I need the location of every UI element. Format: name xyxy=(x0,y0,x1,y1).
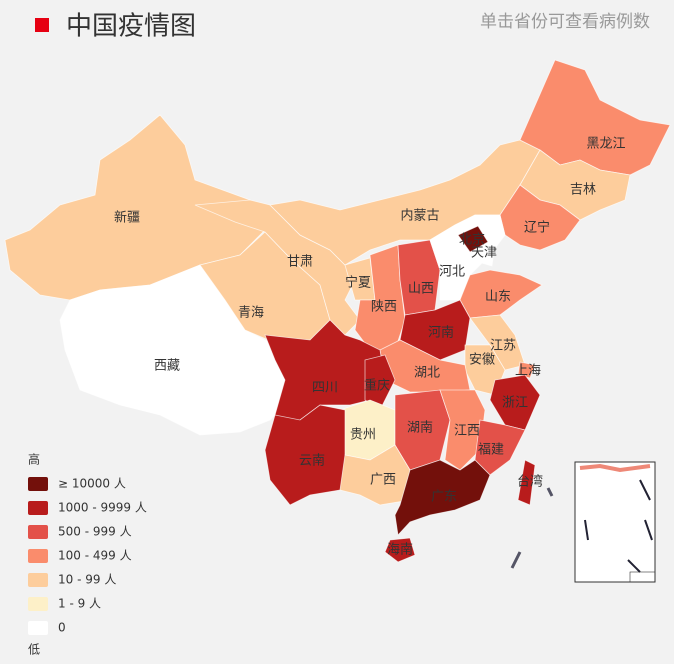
province-label: 福建 xyxy=(478,443,504,458)
province-label: 山西 xyxy=(408,282,434,297)
province-label: 广东 xyxy=(431,490,457,505)
legend-swatch xyxy=(28,477,48,491)
province-label: 上海 xyxy=(515,364,541,379)
province-label: 青海 xyxy=(238,306,264,321)
title: 中国疫情图 xyxy=(66,12,196,42)
province-label: 吉林 xyxy=(570,183,596,198)
province-label: 天津 xyxy=(471,246,497,261)
island-line xyxy=(510,487,554,569)
legend-label: 1000 - 9999 人 xyxy=(58,501,147,515)
province[interactable] xyxy=(379,339,471,393)
province-label: 北京 xyxy=(459,233,485,248)
province[interactable] xyxy=(364,354,396,411)
province-label: 四川 xyxy=(312,381,338,396)
province-label: 新疆 xyxy=(114,210,140,226)
province-label: 台湾 xyxy=(517,474,543,490)
legend-swatch xyxy=(28,525,48,539)
province-label: 重庆 xyxy=(364,378,390,394)
province[interactable] xyxy=(384,537,416,563)
legend: 高 低 ≥ 10000 人 1000 - 9999 人 500 - 999 人 100… xyxy=(28,452,147,657)
province[interactable] xyxy=(264,319,386,441)
province-label: 湖北 xyxy=(414,366,440,381)
legend-label: 1 - 9 人 xyxy=(58,597,101,611)
title-marker xyxy=(35,18,49,32)
province-label: 贵州 xyxy=(350,428,376,443)
province-label: 辽宁 xyxy=(524,220,550,236)
province-label: 湖南 xyxy=(407,420,433,436)
province-label: 浙江 xyxy=(502,396,528,411)
legend-label: ≥ 10000 人 xyxy=(58,477,126,491)
province-label: 甘肃 xyxy=(287,255,313,270)
province-label: 内蒙古 xyxy=(400,208,439,224)
province-label: 山东 xyxy=(485,290,511,305)
legend-swatch xyxy=(28,573,48,587)
province-label: 河南 xyxy=(428,325,454,341)
province-label: 西藏 xyxy=(154,359,180,374)
province-layer xyxy=(4,59,671,563)
legend-swatch xyxy=(28,597,48,611)
legend-label: 0 xyxy=(58,621,66,635)
province-label: 广西 xyxy=(370,473,396,488)
hint: 单击省份可查看病例数 xyxy=(480,12,650,32)
legend-swatch xyxy=(28,501,48,515)
legend-high: 高 xyxy=(28,452,40,467)
province-label: 宁夏 xyxy=(345,275,371,291)
legend-swatch xyxy=(28,549,48,563)
province[interactable] xyxy=(457,225,489,253)
province-label: 云南 xyxy=(299,453,325,469)
province[interactable] xyxy=(394,459,491,536)
province[interactable] xyxy=(439,389,486,471)
legend-label: 500 - 999 人 xyxy=(58,525,132,539)
province-label: 河北 xyxy=(439,265,465,280)
province[interactable] xyxy=(517,459,536,506)
province[interactable] xyxy=(499,184,581,251)
province-label: 陕西 xyxy=(371,300,397,315)
province-label: 黑龙江 xyxy=(586,137,625,152)
province[interactable] xyxy=(517,361,536,379)
legend-label: 100 - 499 人 xyxy=(58,549,132,563)
province-label: 安徽 xyxy=(469,353,495,368)
legend-low: 低 xyxy=(28,643,40,657)
province-label: 江西 xyxy=(454,424,480,439)
province-label: 江苏 xyxy=(490,338,516,354)
legend-swatch xyxy=(28,621,48,635)
south-sea-inset xyxy=(574,461,656,583)
province-label: 海南 xyxy=(387,542,413,558)
province[interactable] xyxy=(477,247,495,267)
legend-label: 10 - 99 人 xyxy=(58,573,116,587)
